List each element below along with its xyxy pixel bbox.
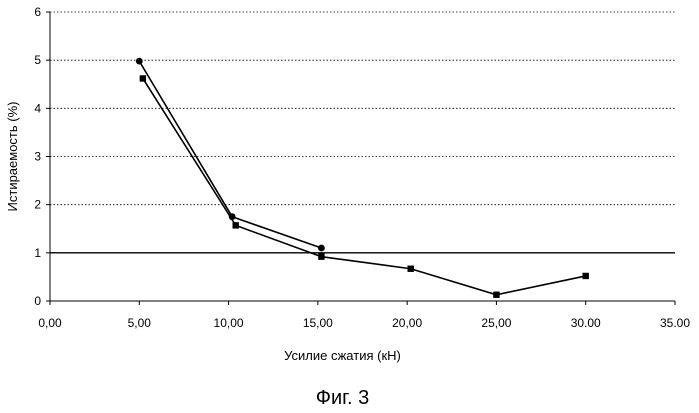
y-tick-label: 3 bbox=[34, 150, 41, 164]
data-point-circle bbox=[318, 245, 325, 252]
y-tick-label: 2 bbox=[34, 198, 41, 212]
y-tick-label: 0 bbox=[34, 294, 41, 308]
x-tick-label: 0,00 bbox=[38, 316, 62, 330]
data-point-square bbox=[493, 292, 499, 298]
y-axis-label: Истираемость (%) bbox=[5, 102, 20, 212]
series-group bbox=[136, 58, 589, 298]
x-tick-label: 10,00 bbox=[214, 316, 244, 330]
data-point-circle bbox=[136, 58, 143, 65]
x-tick-label: 35.00 bbox=[660, 316, 690, 330]
y-tick-label: 5 bbox=[34, 53, 41, 67]
x-ticks: 0,00 5,00 10,00 15,00 20,00 25,00 30.00 35.00 bbox=[38, 301, 690, 330]
x-tick-label: 30.00 bbox=[571, 316, 601, 330]
x-tick-label: 15,00 bbox=[303, 316, 333, 330]
data-point-square bbox=[408, 266, 414, 272]
x-tick-label: 20,00 bbox=[392, 316, 422, 330]
y-ticks: 0 1 2 3 4 5 6 bbox=[34, 5, 50, 308]
y-tick-label: 1 bbox=[34, 246, 41, 260]
data-point-square bbox=[233, 222, 239, 228]
gridlines bbox=[50, 12, 675, 205]
series-line-1 bbox=[139, 61, 321, 248]
data-point-square bbox=[583, 273, 589, 279]
y-tick-label: 6 bbox=[34, 5, 41, 19]
y-tick-label: 4 bbox=[34, 101, 41, 115]
x-tick-label: 25,00 bbox=[481, 316, 511, 330]
data-point-square bbox=[140, 75, 146, 81]
figure-caption: Фиг. 3 bbox=[316, 387, 369, 409]
data-point-square bbox=[318, 253, 324, 259]
x-axis-label: Усилие сжатия (кН) bbox=[284, 348, 401, 363]
series-line-2 bbox=[143, 78, 586, 294]
x-tick-label: 5,00 bbox=[128, 316, 152, 330]
